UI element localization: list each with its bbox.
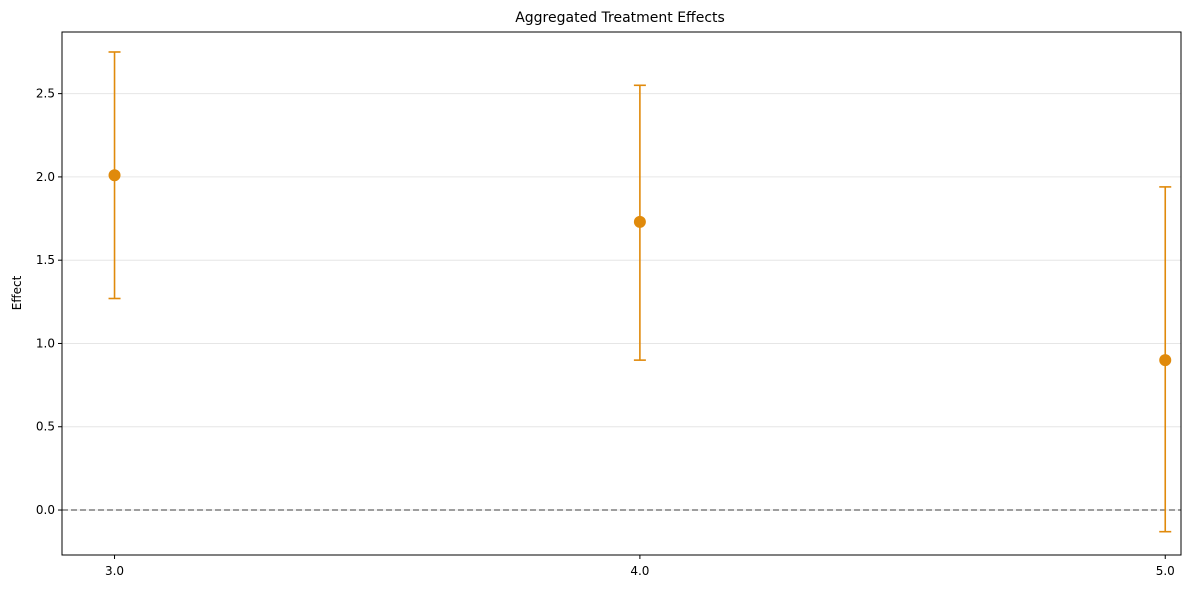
- y-tick-label: 1.0: [36, 336, 55, 350]
- error-bars: [108, 51, 1172, 533]
- data-points: [108, 169, 1172, 367]
- x-tick-label: 4.0: [630, 564, 649, 578]
- y-tick-label: 0.0: [36, 503, 55, 517]
- y-tick-label: 2.5: [36, 87, 55, 101]
- axis-ticks: 0.0 0.5 1.0 1.5 2.0 2.5 3.0 4.0 5.0: [36, 87, 1175, 578]
- chart-title: Aggregated Treatment Effects: [515, 10, 725, 26]
- x-tick-label: 3.0: [105, 564, 124, 578]
- y-tick-label: 2.0: [36, 170, 55, 184]
- plot-frame: [61, 31, 1182, 556]
- effect-point: [108, 169, 121, 182]
- y-tick-label: 0.5: [36, 420, 55, 434]
- grid-lines: [62, 93, 1181, 511]
- x-tick-label: 5.0: [1156, 564, 1175, 578]
- effect-point: [1159, 354, 1172, 367]
- effect-point: [633, 215, 646, 228]
- y-axis-label: Effect: [10, 275, 24, 310]
- y-tick-label: 1.5: [36, 253, 55, 267]
